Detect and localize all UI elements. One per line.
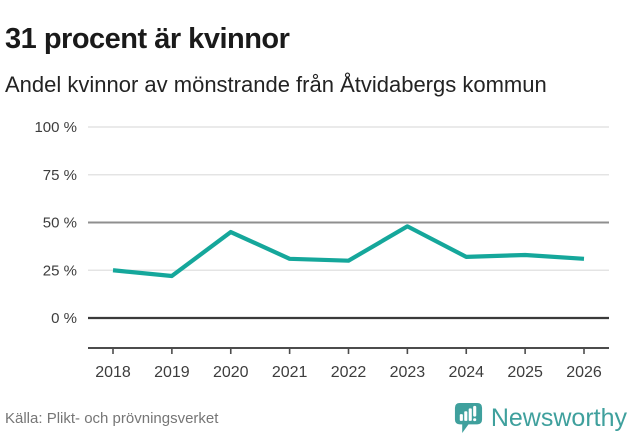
y-tick-label: 25 % [43,262,77,279]
bar-chart-speech-bubble-icon [454,403,482,434]
x-tick-label: 2025 [507,364,543,381]
x-tick-label: 2026 [566,364,602,381]
x-tick-label: 2023 [390,364,426,381]
brand-logo: Newsworthy [453,401,627,436]
data-line [112,224,585,279]
line-chart: 0 % 25 % 50 % 75 % 100 % 2018 2019 2020 2021 2022… [34,119,609,381]
y-tick-label: 50 % [43,215,77,232]
source-note: Källa: Plikt- och prövningsverket [5,410,219,427]
brand-name: Newsworthy [490,404,627,432]
x-tick-label: 2022 [331,364,367,381]
y-tick-label: 75 % [43,167,77,184]
x-tick-label: 2019 [154,364,190,381]
y-tick-label: 100 % [34,119,77,136]
y-tick-label: 0 % [51,310,77,327]
chart-subtitle: Andel kvinnor av mönstrande från Åtvidab… [5,72,547,97]
chart-title: 31 procent är kvinnor [5,23,290,56]
x-tick-label: 2020 [213,364,249,381]
x-tick-label: 2024 [448,364,484,381]
x-tick-label: 2018 [95,364,131,381]
x-tick-label: 2021 [272,364,308,381]
